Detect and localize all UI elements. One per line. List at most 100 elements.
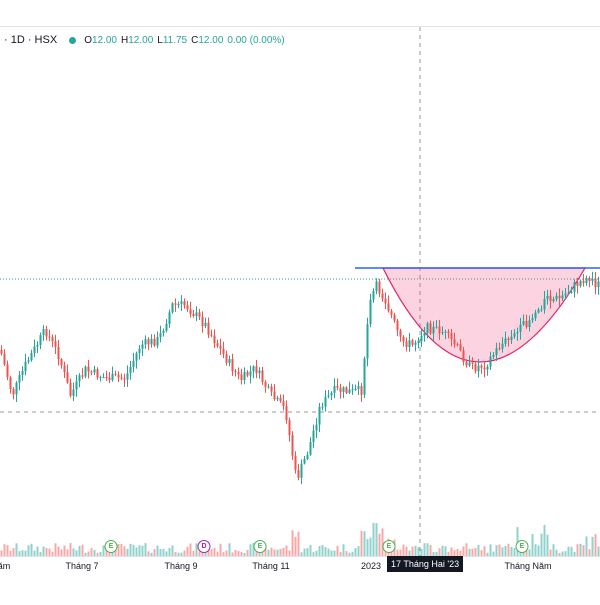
volume-bar (453, 550, 456, 556)
candle-body (543, 298, 546, 310)
candle-body (585, 278, 588, 284)
volume-bar (564, 551, 567, 556)
volume-bar (165, 551, 168, 556)
volume-bar (237, 550, 240, 556)
volume-bar (0, 550, 3, 556)
candle-body (375, 281, 378, 292)
candle-body (66, 372, 69, 383)
volume-bar (510, 546, 513, 556)
volume-bar (435, 551, 438, 556)
volume-bar (567, 546, 570, 556)
candle-body (288, 420, 291, 436)
volume-bar (543, 524, 546, 556)
earnings-event-icon[interactable]: E (104, 540, 118, 553)
volume-bar (138, 545, 141, 556)
candle-body (201, 316, 204, 327)
volume-bar (246, 549, 249, 556)
candle-body (12, 389, 15, 395)
candle-body (195, 312, 198, 317)
volume-bar (282, 547, 285, 556)
volume-bar (162, 548, 165, 556)
volume-bar (465, 543, 468, 556)
candle-body (360, 386, 363, 395)
volume-bar (12, 548, 15, 556)
candle-body (114, 373, 117, 375)
volume-bar (513, 548, 516, 556)
volume-bar (588, 549, 591, 556)
ohlc-close: C12.00 (191, 34, 224, 46)
symbol-label[interactable]: · 1D · HSX (4, 34, 58, 46)
volume-bar (75, 550, 78, 556)
candle-body (444, 331, 447, 333)
candle-body (552, 299, 555, 302)
volume-bar (171, 545, 174, 556)
candle-body (399, 330, 402, 337)
volume-bar (21, 550, 24, 556)
candle-body (441, 332, 444, 334)
volume-bar (579, 543, 582, 556)
volume-bar (402, 544, 405, 556)
candle-body (78, 375, 81, 382)
candle-body (396, 320, 399, 331)
time-tick-label: Tháng Năm (504, 561, 552, 571)
candle-body (423, 333, 426, 336)
candle-body (345, 387, 348, 393)
volume-bar (54, 543, 57, 556)
volume-bar (573, 551, 576, 556)
volume-bar (27, 545, 30, 556)
volume-bar (420, 549, 423, 556)
candle-body (549, 295, 552, 302)
candle-body (84, 366, 87, 377)
volume-bar (126, 548, 129, 556)
candle-body (63, 365, 66, 373)
candle-body (168, 312, 171, 324)
candle-body (417, 340, 420, 343)
candle-body (48, 336, 51, 338)
volume-bar (354, 548, 357, 556)
candle-body (483, 367, 486, 370)
candle-body (351, 389, 354, 391)
candle-body (510, 336, 513, 341)
candle-body (300, 463, 303, 478)
candle-body (570, 291, 573, 293)
volume-bar (186, 546, 189, 556)
candle-body (156, 337, 159, 346)
candle-body (153, 338, 156, 346)
volume-bar (474, 547, 477, 556)
earnings-event-icon[interactable]: E (515, 540, 529, 553)
volume-bar (450, 547, 453, 556)
volume-bar (318, 546, 321, 556)
candle-body (75, 381, 78, 390)
candle-body (369, 299, 372, 325)
volume-bar (243, 552, 246, 556)
candle-body (519, 324, 522, 332)
candle-body (177, 304, 180, 306)
candle-body (480, 365, 483, 368)
time-axis[interactable]: ăm Tháng 7 Tháng 9 Tháng 11 2023 Tháng N… (0, 556, 600, 578)
volume-bar (324, 547, 327, 556)
volume-bar (492, 551, 495, 556)
candle-body (222, 348, 225, 354)
volume-bar (87, 551, 90, 556)
volume-bar (144, 543, 147, 556)
dividend-event-icon[interactable]: D (197, 540, 211, 553)
volume-bar (177, 552, 180, 556)
volume-bar (426, 543, 429, 556)
volume-bar (57, 546, 60, 556)
earnings-event-icon[interactable]: E (253, 540, 267, 553)
candle-body (354, 388, 357, 390)
volume-bar (240, 552, 243, 556)
candle-body (525, 321, 528, 328)
candle-body (456, 344, 459, 346)
candle-body (81, 375, 84, 377)
volume-bar (18, 551, 21, 556)
candle-body (102, 376, 105, 378)
earnings-event-icon[interactable]: E (382, 540, 396, 553)
volume-bar (555, 549, 558, 556)
volume-bar (66, 549, 69, 556)
volume-bar (495, 545, 498, 556)
volume-bar (81, 544, 84, 556)
candle-body (588, 278, 591, 281)
